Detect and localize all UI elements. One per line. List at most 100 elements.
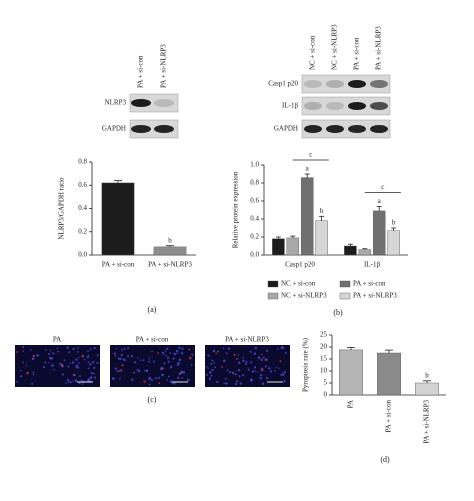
nucleus <box>170 365 173 368</box>
legend-swatch <box>339 292 351 300</box>
bar <box>344 245 357 256</box>
significance-label: b <box>168 236 172 244</box>
nucleus <box>56 347 59 350</box>
nucleus <box>53 368 55 371</box>
nucleus <box>90 372 93 375</box>
bar <box>339 349 363 396</box>
nucleus <box>87 361 90 363</box>
nucleus <box>79 375 81 377</box>
nucleus <box>48 356 51 359</box>
legend-label: PA + si-NLRP3 <box>353 292 397 300</box>
bar <box>415 382 439 396</box>
nucleus <box>22 345 25 349</box>
nucleus <box>211 368 214 372</box>
nucleus <box>270 370 273 373</box>
nucleus <box>236 380 239 383</box>
nucleus <box>254 370 256 372</box>
nucleus <box>72 347 75 351</box>
blot-strip <box>301 96 391 116</box>
nucleus <box>121 348 123 350</box>
nucleus <box>256 371 259 373</box>
nucleus <box>96 361 99 365</box>
x-tick-label: PA <box>347 400 355 408</box>
nucleus <box>180 351 184 355</box>
nucleus <box>25 364 28 367</box>
bar <box>315 220 328 256</box>
nucleus <box>77 356 80 359</box>
nucleus <box>123 348 126 351</box>
nucleus <box>284 351 287 354</box>
nucleus <box>45 349 47 351</box>
nucleus <box>214 366 216 369</box>
y-axis-label: Relative protein expression <box>232 171 240 248</box>
nucleus <box>176 363 180 366</box>
nucleus <box>265 349 269 352</box>
y-tick-label: 0.0 <box>78 251 87 259</box>
nucleus <box>161 351 165 355</box>
nucleus <box>229 371 232 373</box>
nucleus <box>89 363 92 366</box>
nucleus <box>182 371 186 374</box>
nucleus <box>160 367 163 371</box>
blot-strip <box>129 93 179 113</box>
nucleus <box>121 349 123 352</box>
nucleus <box>120 369 123 372</box>
y-tick-label: 1.0 <box>250 161 259 169</box>
nucleus <box>158 382 160 385</box>
nucleus <box>234 373 237 376</box>
nucleus <box>87 367 90 370</box>
nucleus <box>51 364 54 367</box>
nucleus <box>157 376 160 379</box>
nucleus <box>166 347 169 350</box>
nucleus <box>154 377 157 380</box>
nucleus <box>260 369 263 372</box>
nucleus <box>216 380 219 383</box>
nucleus <box>277 348 279 350</box>
nucleus <box>282 372 284 375</box>
y-tick-label: 0.6 <box>250 197 259 205</box>
nucleus <box>257 356 261 359</box>
nucleus <box>178 346 181 350</box>
nucleus <box>47 353 51 356</box>
significance-label: b <box>320 207 324 215</box>
blot-band <box>304 101 322 111</box>
legend-label: NC + si-con <box>281 280 316 288</box>
legend-swatch <box>339 280 351 288</box>
nucleus <box>87 350 89 353</box>
nucleus <box>172 357 175 360</box>
nucleus <box>60 363 64 367</box>
nucleus <box>148 360 151 363</box>
nucleus <box>120 354 123 357</box>
nucleus <box>262 356 265 359</box>
nucleus <box>123 358 127 362</box>
nucleus <box>114 354 117 357</box>
lane-label: PA + si-con <box>137 55 145 88</box>
nucleus <box>228 371 231 374</box>
nucleus <box>237 361 241 365</box>
nucleus <box>242 359 245 362</box>
nucleus <box>52 352 55 355</box>
nucleus <box>225 352 228 355</box>
nucleus <box>86 356 89 359</box>
nucleus <box>19 369 22 372</box>
nucleus <box>116 370 119 373</box>
x-tick-label: PA + si-NLRP3 <box>148 261 192 269</box>
nucleus <box>93 366 96 369</box>
blot-strip <box>301 119 391 139</box>
blot-band <box>348 79 366 89</box>
nucleus <box>22 350 25 352</box>
nucleus <box>236 358 238 360</box>
nucleus <box>57 350 60 353</box>
nucleus <box>245 360 248 363</box>
x-tick-label: PA + si-NLRP3 <box>423 400 431 444</box>
nucleus <box>72 380 74 382</box>
nucleus <box>143 380 146 383</box>
y-tick-label: 0.2 <box>250 233 259 241</box>
nucleus <box>167 360 170 363</box>
significance-label: a <box>306 165 310 173</box>
nucleus <box>111 377 115 380</box>
y-tick-label: 0.8 <box>78 158 87 166</box>
nucleus <box>22 361 25 364</box>
